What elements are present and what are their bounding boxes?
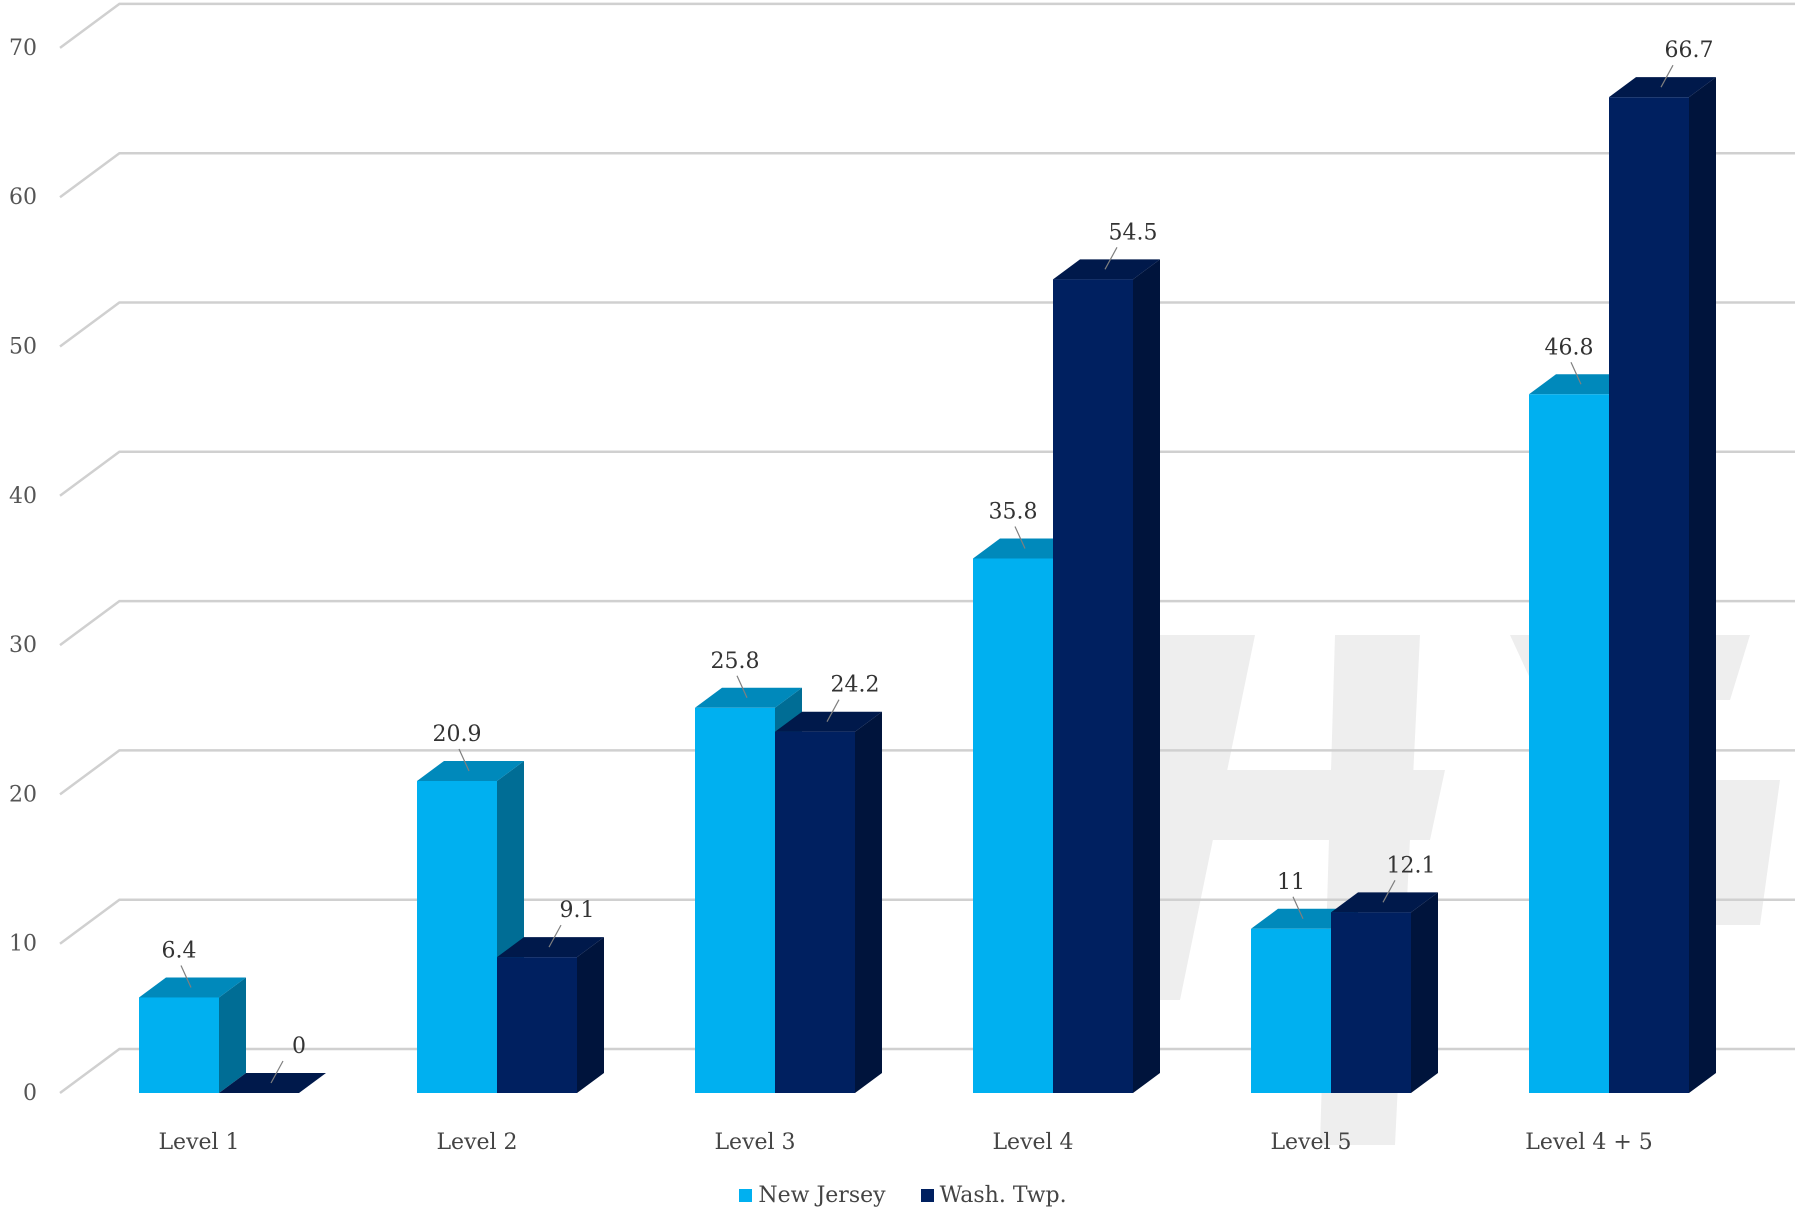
data-label: 54.5 [1109,220,1158,245]
bar-top [219,1073,326,1093]
bar-top [1331,892,1438,913]
gridline [59,301,1795,348]
bar-side [1133,259,1160,1093]
legend-item-new-jersey: New Jersey [739,1183,886,1208]
bar [497,957,577,1093]
x-category-label: Level 5 [1270,1130,1351,1155]
y-tick-label: 20 [9,782,37,807]
bar [417,780,497,1093]
bar [775,731,855,1093]
data-label: 11 [1277,870,1305,895]
data-label-leader [270,1060,284,1084]
bar [973,558,1053,1093]
data-label: 35.8 [989,500,1038,525]
bar-top [1609,77,1716,98]
data-label-leader [458,748,470,772]
bar [1251,928,1331,1093]
data-label: 66.7 [1665,38,1714,63]
bar-side [219,977,246,1093]
bar-top [417,760,524,781]
y-tick-label: 10 [9,932,37,957]
gridline [59,599,1795,647]
data-label: 12.1 [1387,853,1436,878]
gridline [59,2,1795,49]
bar [695,707,775,1093]
data-label: 24.2 [831,673,880,698]
bar [1609,97,1689,1093]
x-category-label: Level 4 [992,1130,1073,1155]
bar [139,997,219,1093]
gridline [59,898,1795,945]
x-category-label: Level 3 [714,1130,795,1155]
data-label-leader [1382,880,1396,903]
data-label: 46.8 [1545,335,1594,360]
gridline [59,450,1795,497]
bar-top [497,937,604,958]
legend: New Jersey Wash. Twp. [0,1183,1806,1208]
bar-top [1053,259,1160,280]
y-tick-label: 0 [23,1081,37,1106]
y-tick-label: 50 [9,335,37,360]
gridline [59,151,1795,199]
bar-side [577,937,604,1093]
legend-label-wash-twp: Wash. Twp. [939,1183,1067,1208]
data-label-leader [1014,526,1026,549]
data-label: 9.1 [560,898,595,923]
gridline [59,749,1795,796]
data-label: 20.9 [433,722,482,747]
data-label: 6.4 [162,938,197,963]
data-label-leader [1292,896,1304,920]
bar-top [775,711,882,732]
gridline [59,1047,1795,1095]
y-tick-label: 70 [9,36,37,61]
bar-side [1689,77,1716,1093]
y-tick-label: 40 [9,484,37,509]
bar [1331,912,1411,1093]
legend-item-wash-twp: Wash. Twp. [920,1183,1067,1208]
bar-top [139,977,246,998]
data-label-leader [1570,362,1582,385]
data-label-leader [826,699,840,722]
bar-side [855,711,882,1093]
x-category-label: Level 4 + 5 [1525,1130,1653,1155]
legend-label-new-jersey: New Jersey [758,1183,886,1208]
y-tick-label: 60 [9,185,37,210]
x-category-label: Level 2 [436,1130,517,1155]
data-label-leader [180,965,192,988]
legend-swatch-wash-twp [920,1189,934,1202]
bar [1529,394,1609,1093]
data-label-leader [736,675,748,699]
bar [1053,279,1133,1093]
x-category-label: Level 1 [158,1130,239,1155]
legend-swatch-new-jersey [739,1189,753,1202]
bar-top [695,687,802,708]
data-label: 0 [292,1034,306,1059]
data-label-leader [548,924,562,948]
bar-side [1411,892,1438,1093]
data-label-leader [1660,64,1674,88]
data-label: 25.8 [711,649,760,674]
data-label-leader [1104,247,1118,270]
y-tick-label: 30 [9,633,37,658]
